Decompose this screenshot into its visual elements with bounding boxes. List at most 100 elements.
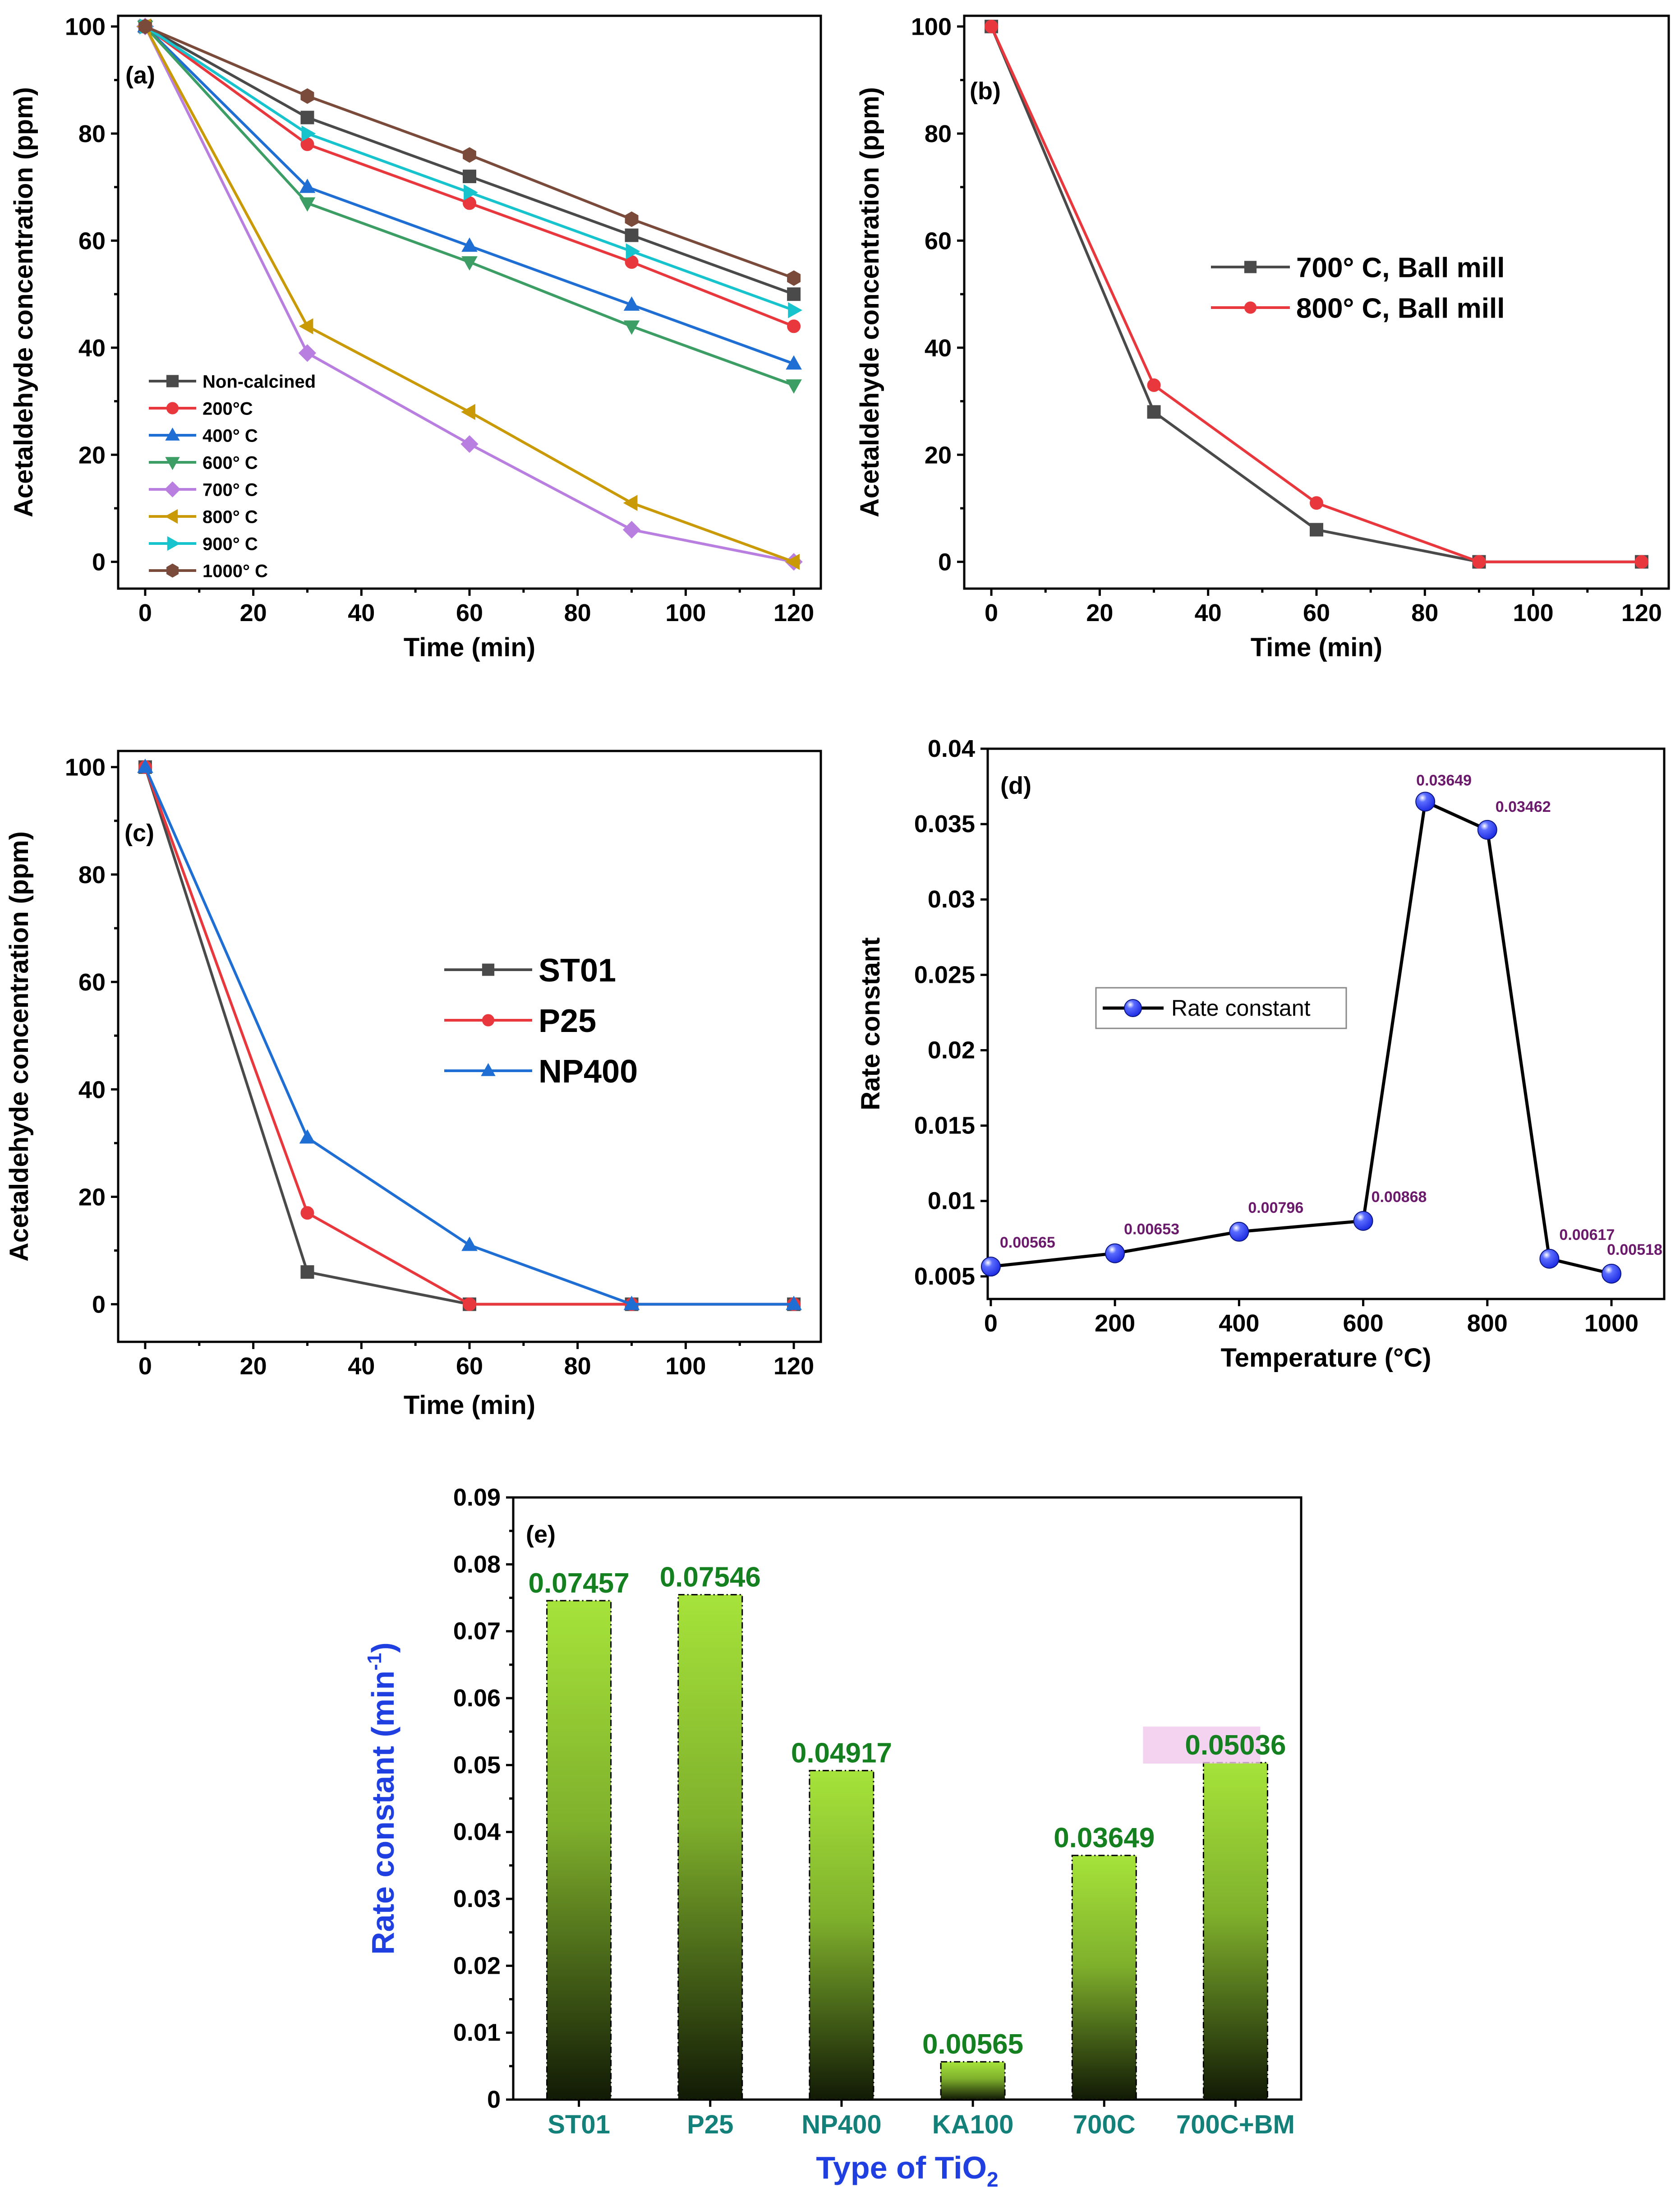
legend-label: 800° C, Ball mill: [1296, 293, 1505, 324]
legend: Non-calcined 200°C 400° C 600° C 700° C 800° …: [149, 372, 316, 581]
x-tick-label: 40: [348, 599, 375, 626]
data-point: [787, 270, 801, 286]
data-point: [461, 237, 478, 252]
data-point: [463, 1297, 476, 1311]
x-tick-label: 20: [240, 1353, 267, 1380]
bar: [1202, 1762, 1268, 2100]
y-axis-label: Rate constant (min-1): [364, 1642, 400, 1955]
panel-label: (c): [124, 820, 154, 847]
legend-swatch-marker: [164, 481, 181, 497]
legend-swatch-marker: [482, 1014, 495, 1027]
x-axis-label: Time (min): [1251, 633, 1382, 662]
panel-label: (e): [526, 1521, 556, 1548]
y-tick-label: 60: [78, 969, 106, 996]
data-point: [787, 287, 801, 301]
x-tick-label: 1000: [1584, 1310, 1639, 1337]
legend-label: 200°C: [203, 399, 253, 419]
legend-swatch-marker: [1124, 999, 1142, 1017]
x-tick-label: 800: [1467, 1310, 1508, 1337]
panel-d: 0 200 400 600 800 1000 0.005 0.01 0.015 0.02 0.025…: [856, 735, 1666, 1373]
x-tick-label: 0: [138, 599, 152, 626]
series-group: [136, 18, 803, 571]
data-point: [1602, 1263, 1622, 1284]
y-tick-label: 0: [487, 2086, 501, 2113]
legend-label: NP400: [539, 1054, 638, 1090]
bars: 0.07457 ST01 0.07546 P25 0.04917 NP400 0.00565…: [529, 1562, 1295, 2139]
bar: [546, 1600, 612, 2100]
data-point: [464, 184, 478, 201]
legend-label: 600° C: [203, 453, 258, 473]
data-label: 0.00868: [1372, 1188, 1427, 1206]
x-tick-label: 80: [1411, 599, 1438, 626]
y-tick-label: 0.07: [453, 1618, 501, 1645]
y-tick-label: 80: [78, 120, 106, 147]
x-tick-label: 60: [456, 599, 483, 626]
x-tick-label: KA100: [932, 2110, 1014, 2139]
x-tick-label: 80: [564, 1353, 591, 1380]
data-point: [299, 197, 316, 212]
data-point: [460, 435, 479, 453]
data-label: 0.03462: [1496, 798, 1551, 815]
legend-label: Rate constant: [1171, 995, 1311, 1021]
x-tick-label: 120: [1621, 599, 1662, 626]
legend-label: 700° C, Ball mill: [1296, 252, 1505, 283]
x-tick-label: 200: [1095, 1310, 1135, 1337]
y-axis-label: Rate constant: [856, 937, 885, 1110]
y-tick-label: 0.08: [453, 1551, 501, 1578]
y-tick-label: 60: [78, 228, 106, 255]
data-point: [1105, 1243, 1125, 1263]
y-axis-label: Acetaldehyde concentration (ppm): [5, 831, 34, 1262]
bar: [809, 1770, 875, 2100]
x-tick-label: 400: [1219, 1310, 1259, 1337]
panel-c: 0 20 40 60 80 100 120 0 20 40 60 80 100 Time (min) Ace…: [5, 750, 822, 1420]
panel-label: (b): [970, 78, 1001, 105]
legend: ST01 P25 NP400: [444, 953, 638, 1090]
legend-swatch-marker: [1244, 261, 1257, 273]
x-tick-label: 40: [1195, 599, 1222, 626]
x-axis-label-subscript: 2: [987, 2168, 999, 2191]
series-line: [144, 766, 794, 1306]
axes: 0 200 400 600 800 1000 0.005 0.01 0.015 0.02 0.025…: [856, 735, 1639, 1373]
legend-swatch-marker: [1244, 301, 1257, 314]
x-tick-label: ST01: [548, 2110, 610, 2139]
data-point: [1310, 496, 1323, 510]
series-group: 0.00565 0.00653 0.00796 0.00868 0.03649 0.034…: [980, 772, 1662, 1284]
y-tick-label: 80: [925, 120, 952, 147]
data-label: 0.04917: [791, 1738, 892, 1769]
y-tick-label: 0.035: [914, 811, 975, 838]
legend-swatch-marker: [165, 427, 180, 441]
x-axis-label: Time (min): [404, 633, 535, 662]
panel-label: (d): [1000, 772, 1031, 799]
y-axis-label: Acetaldehyde concentration (ppm): [855, 87, 884, 517]
data-point: [788, 302, 802, 318]
x-axis-label: Type of TiO2: [816, 2150, 998, 2191]
data-point: [299, 178, 316, 193]
y-tick-label: 20: [78, 442, 106, 469]
x-tick-label: 700C: [1073, 2110, 1136, 2139]
y-tick-label: 0.03: [453, 1885, 501, 1912]
data-point: [1415, 792, 1436, 812]
x-tick-label: 120: [773, 599, 814, 626]
bar: [677, 1594, 743, 2100]
data-point: [623, 1295, 640, 1310]
y-tick-label: 40: [78, 335, 106, 362]
x-tick-label: 0: [984, 1310, 998, 1337]
y-tick-label: 0.09: [453, 1484, 501, 1511]
y-tick-label: 0: [92, 1291, 106, 1318]
x-tick-label: 100: [665, 599, 706, 626]
series-line: [990, 799, 1612, 1276]
x-axis-label-text: Type of TiO: [816, 2150, 987, 2185]
series-group: [137, 758, 802, 1311]
y-tick-label: 40: [78, 1076, 106, 1103]
data-point: [137, 758, 153, 773]
data-point: [1634, 555, 1648, 569]
y-tick-label: 0: [938, 549, 952, 576]
y-tick-label: 0.02: [928, 1036, 975, 1064]
legend-label: Non-calcined: [203, 372, 316, 391]
y-axis-label: Acetaldehyde concentration (ppm): [9, 87, 38, 517]
y-tick-label: 0.015: [914, 1112, 975, 1139]
legend: 700° C, Ball mill 800° C, Ball mill: [1211, 252, 1505, 324]
data-label: 0.00565: [1000, 1234, 1055, 1251]
y-tick-label: 0.05: [453, 1751, 501, 1778]
y-tick-label: 0.04: [928, 735, 975, 762]
